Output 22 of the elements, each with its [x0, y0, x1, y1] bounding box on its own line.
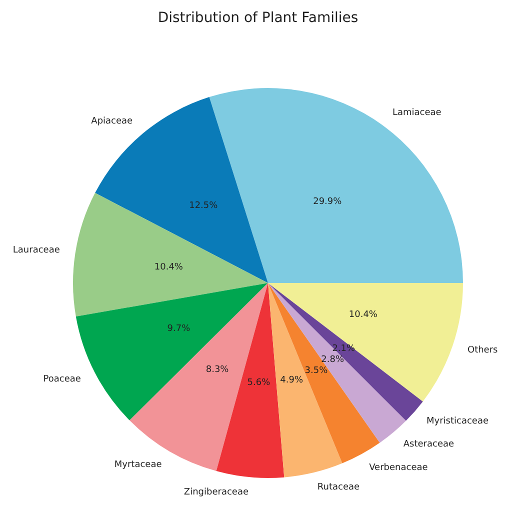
slice-label: Poaceae [43, 374, 82, 385]
data-label: 29.9% [313, 196, 342, 207]
slice-label: Zingiberaceae [184, 488, 249, 498]
chart-title: Distribution of Plant Families [158, 10, 358, 26]
slice-label: Others [467, 346, 498, 356]
data-label: 10.4% [154, 262, 184, 273]
data-label: 4.9% [280, 376, 304, 386]
data-label: 3.5% [304, 366, 328, 376]
data-label: 2.8% [321, 354, 344, 365]
data-label: 10.4% [348, 310, 378, 320]
data-label: 8.3% [206, 364, 230, 375]
slice-label: Rutaceae [317, 482, 360, 493]
slice-label: Myrtaceae [114, 460, 162, 470]
slice-label: Verbenaceae [369, 462, 428, 473]
slice-label: Lamiaceae [392, 108, 442, 118]
data-label: 5.6% [247, 378, 271, 388]
slice-label: Asteraceae [403, 439, 455, 450]
slice-label: Myristicaceae [426, 416, 489, 427]
data-label: 9.7% [167, 324, 191, 334]
slice-label: Apiaceae [91, 116, 134, 127]
slice-label: Lauraceae [12, 246, 60, 256]
data-label: 12.5% [189, 201, 218, 212]
